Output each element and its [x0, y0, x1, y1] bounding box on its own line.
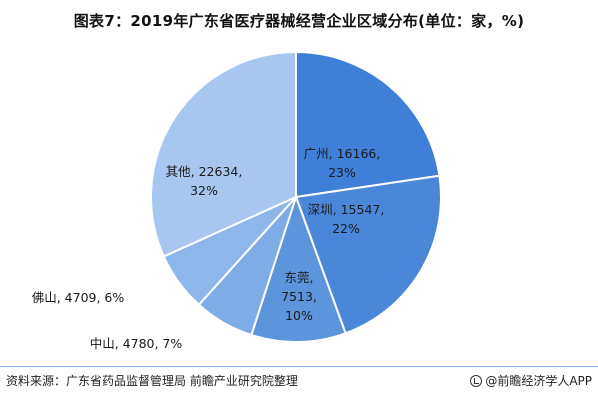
pie-slice-广州: [295, 50, 441, 199]
inner-labels: 广州, 16166, 23% 深圳, 15547, 22% 东莞, 7513, 10% 其他,…: [166, 146, 385, 323]
brand-text: @前瞻经济学人APP: [485, 374, 592, 388]
data-label-东莞: 东莞, 7513, 10%: [281, 270, 317, 323]
brand-logo-icon: [470, 374, 483, 387]
pie-slices: [150, 50, 442, 343]
brand-credit: @前瞻经济学人APP: [470, 372, 592, 389]
chart-title: 图表7：2019年广东省医疗器械经营企业区域分布(单位：家，%): [73, 12, 525, 30]
source-note: 资料来源：广东省药品监督管理局 前瞻产业研究院整理: [6, 374, 298, 388]
data-label-深圳: 深圳, 15547, 22%: [308, 202, 385, 236]
footer-divider: [0, 366, 598, 367]
data-label-广州: 广州, 16166, 23%: [304, 146, 381, 180]
data-label-佛山: 佛山, 4709, 6%: [32, 290, 125, 305]
pie-slice-其他: [150, 50, 297, 258]
data-label-中山: 中山, 4780, 7%: [90, 336, 183, 351]
data-label-其他: 其他, 22634, 32%: [166, 164, 243, 198]
pie-slice-东莞: [250, 193, 347, 343]
outer-labels: 中山, 4780, 7% 佛山, 4709, 6%: [32, 290, 183, 351]
